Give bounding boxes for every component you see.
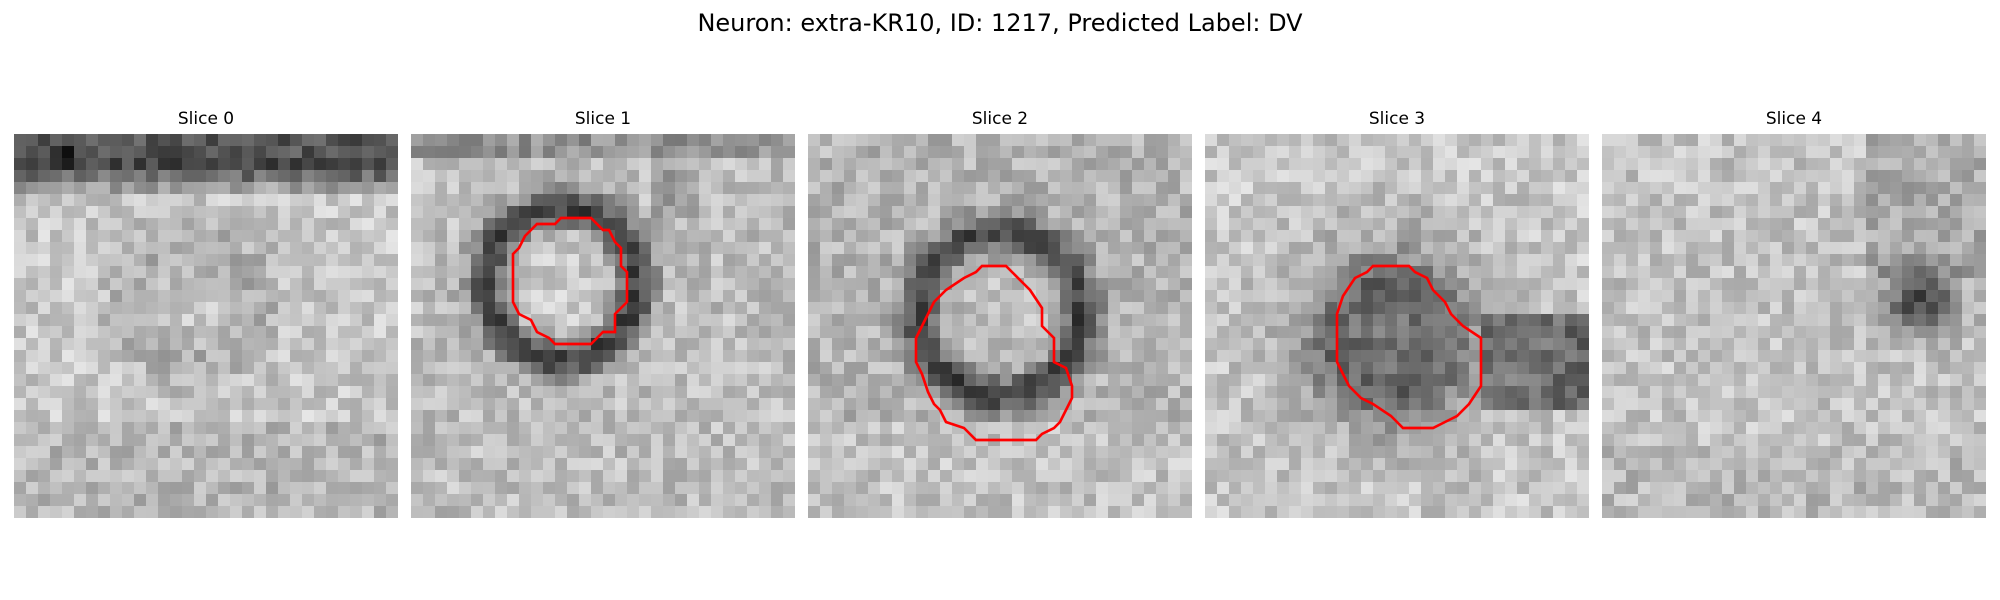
slice-0-title: Slice 0	[177, 109, 235, 129]
slice-1-image	[411, 134, 795, 518]
slice-3-image	[1205, 134, 1589, 518]
slice-2-title: Slice 2	[971, 109, 1029, 129]
slice-0-svg	[14, 134, 398, 518]
slice-1-contour	[511, 216, 629, 346]
slice-3-svg	[1205, 134, 1589, 518]
slice-2-image	[808, 134, 1192, 518]
figure-title: Neuron: extra-KR10, ID: 1217, Predicted …	[697, 9, 1303, 37]
slice-4-image	[1602, 134, 1986, 518]
slice-2-pixels	[808, 134, 1192, 518]
slice-2-contour	[914, 264, 1074, 442]
slice-4-svg	[1602, 134, 1986, 518]
slice-0-pixels	[14, 134, 398, 518]
slice-4-pixels	[1602, 134, 1986, 518]
slice-4-title: Slice 4	[1765, 109, 1823, 129]
slice-3-title: Slice 3	[1368, 109, 1426, 129]
slice-2-svg	[808, 134, 1192, 518]
slice-3-pixels	[1205, 134, 1589, 518]
slice-1-title: Slice 1	[574, 109, 632, 129]
slice-1-pixels	[411, 134, 795, 518]
slice-3-contour	[1335, 264, 1483, 430]
slice-0-image	[14, 134, 398, 518]
slice-1-svg	[411, 134, 795, 518]
